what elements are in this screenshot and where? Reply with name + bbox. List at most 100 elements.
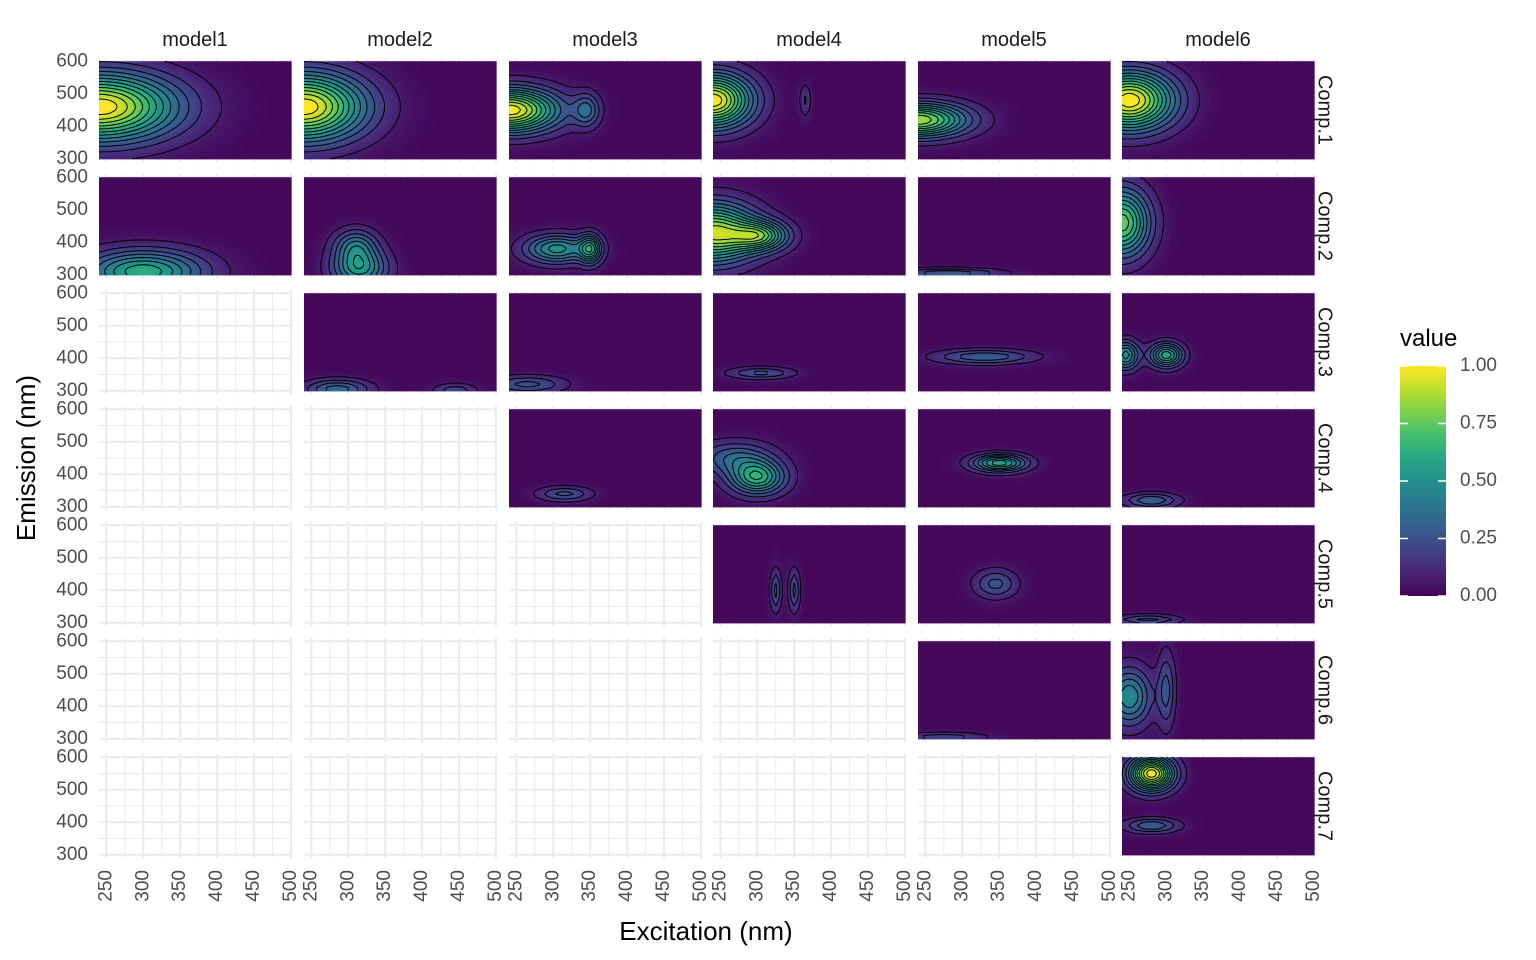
heat-tile (231, 61, 237, 66)
heat-tile (265, 80, 270, 85)
heat-tile (110, 67, 115, 72)
heat-tile (139, 152, 144, 157)
heat-tile (250, 113, 255, 118)
heat-tile (235, 100, 240, 105)
heat-tile (265, 87, 270, 92)
heat-tile (198, 103, 203, 108)
heat-tile (228, 132, 233, 137)
heat-tile (99, 106, 104, 111)
heat-tile (128, 123, 133, 127)
heat-tile (128, 139, 133, 144)
heat-tile (224, 87, 229, 92)
heat-tile (150, 136, 155, 140)
heat-tile (246, 103, 251, 108)
heat-tile (187, 136, 192, 140)
heat-tile (106, 93, 111, 98)
heat-tile (246, 93, 251, 98)
heat-tile (276, 77, 281, 82)
heat-tile (235, 123, 240, 127)
heat-tile (664, 61, 669, 66)
heat-tile (124, 129, 130, 134)
heat-tile (147, 97, 152, 101)
heat-tile (638, 61, 643, 66)
heat-tile (243, 64, 248, 69)
heat-tile (239, 139, 244, 144)
heat-tile (202, 126, 207, 131)
heat-tile (257, 71, 263, 75)
heat-tile (268, 132, 274, 137)
heat-tile (272, 106, 277, 111)
heat-tile (180, 61, 185, 66)
heat-tile (553, 61, 558, 66)
heat-tile (265, 61, 270, 66)
heat-tile (121, 129, 126, 134)
heat-tile (213, 149, 218, 153)
heat-tile (217, 119, 222, 124)
heat-tile (257, 145, 263, 150)
heat-tile (224, 103, 229, 108)
heat-tile (279, 71, 285, 75)
heat-tile (135, 71, 141, 75)
heat-tile (224, 149, 229, 153)
heat-tile (653, 61, 658, 66)
heat-tile (209, 142, 215, 147)
heat-tile (239, 132, 244, 137)
heat-tile (228, 106, 233, 111)
heat-tile (183, 106, 189, 111)
heat-tile (117, 129, 122, 134)
heat-tile (147, 152, 152, 157)
heat-tile (268, 116, 274, 121)
heat-tile (172, 129, 178, 134)
heat-tile (135, 142, 141, 147)
heat-tile (198, 80, 203, 85)
heat-tile (228, 74, 233, 79)
heat-tile (276, 106, 281, 111)
heat-tile (161, 67, 167, 72)
heat-tile (187, 93, 192, 98)
heat-tile (121, 84, 126, 88)
heat-tile (265, 132, 270, 137)
heat-tile (243, 119, 248, 124)
heat-tile (165, 77, 170, 82)
heat-tile (183, 129, 189, 134)
heat-tile (176, 136, 181, 140)
heat-tile (172, 142, 178, 147)
heat-tile (224, 71, 229, 75)
heat-tile (220, 80, 226, 85)
heat-tile (206, 149, 211, 153)
heat-tile (99, 116, 104, 121)
heat-tile (246, 61, 251, 66)
heat-tile (172, 103, 178, 108)
heat-tile (172, 80, 178, 85)
heat-tile (154, 116, 159, 121)
heat-tile (477, 61, 482, 66)
heat-tile (231, 97, 237, 101)
heat-tile (135, 129, 141, 134)
heat-tile (246, 139, 251, 144)
heat-tile (257, 90, 263, 95)
heat-tile (623, 61, 628, 66)
heat-tile (102, 64, 107, 69)
heat-tile (217, 149, 222, 153)
heat-tile (261, 97, 266, 101)
heat-tile (180, 74, 185, 79)
heat-tile (276, 93, 281, 98)
heat-tile (124, 77, 130, 82)
heat-tile (147, 129, 152, 134)
heat-tile (235, 145, 240, 150)
heat-tile (202, 142, 207, 147)
heat-tile (287, 87, 292, 92)
heat-tile (257, 136, 263, 140)
heat-tile (172, 100, 178, 105)
heat-tile (235, 87, 240, 92)
heat-tile (195, 129, 200, 134)
heat-tile (279, 110, 285, 114)
heat-tile (261, 142, 266, 147)
heat-tile (228, 123, 233, 127)
heat-tile (220, 71, 226, 75)
heat-tile (239, 64, 244, 69)
heat-tile (124, 67, 130, 72)
heat-tile (287, 100, 292, 105)
heat-tile (243, 77, 248, 82)
heat-tile (276, 142, 281, 147)
